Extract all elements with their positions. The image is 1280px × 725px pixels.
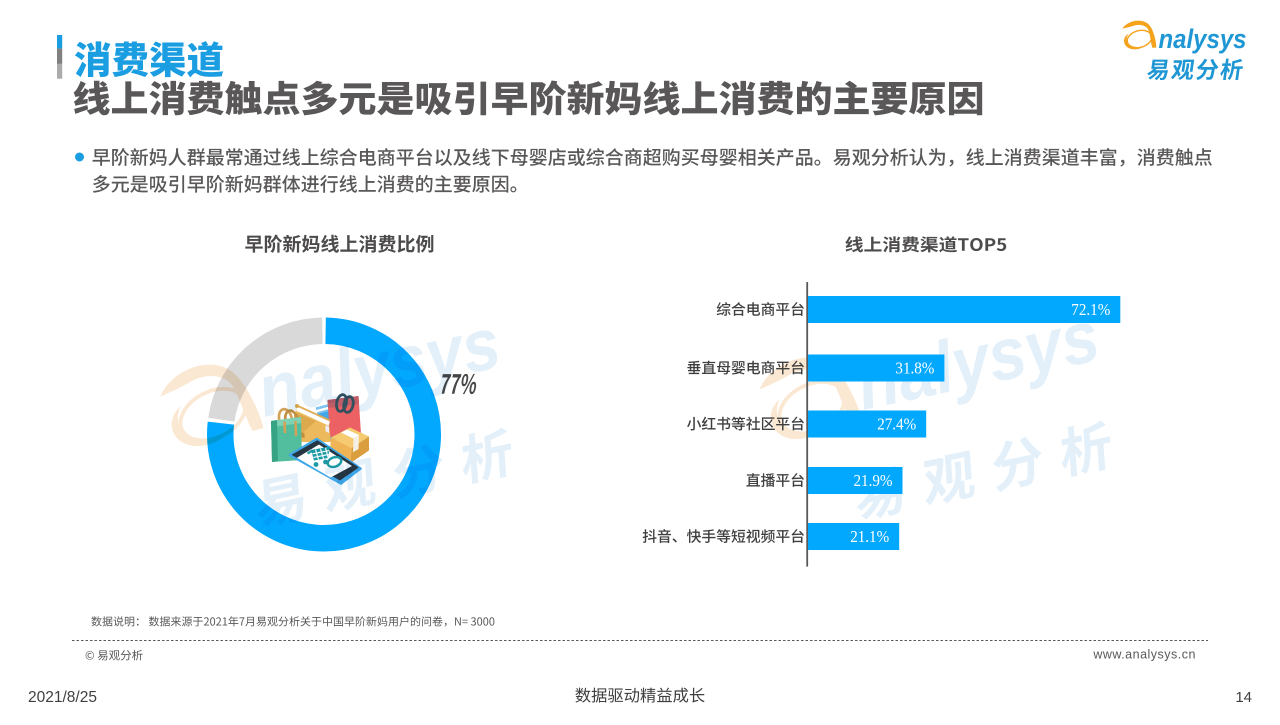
svg-text:2021/8/25: 2021/8/25 xyxy=(28,689,97,706)
svg-text:www.analysys.cn: www.analysys.cn xyxy=(1092,648,1196,662)
svg-text:21.1%: 21.1% xyxy=(850,527,889,546)
svg-text:nalysys: nalysys xyxy=(1159,24,1247,54)
svg-text:21.9%: 21.9% xyxy=(854,471,893,490)
svg-text:14: 14 xyxy=(1235,689,1252,706)
svg-text:27.4%: 27.4% xyxy=(877,415,916,434)
svg-text:31.8%: 31.8% xyxy=(895,359,934,378)
svg-text:72.1%: 72.1% xyxy=(1071,300,1110,319)
